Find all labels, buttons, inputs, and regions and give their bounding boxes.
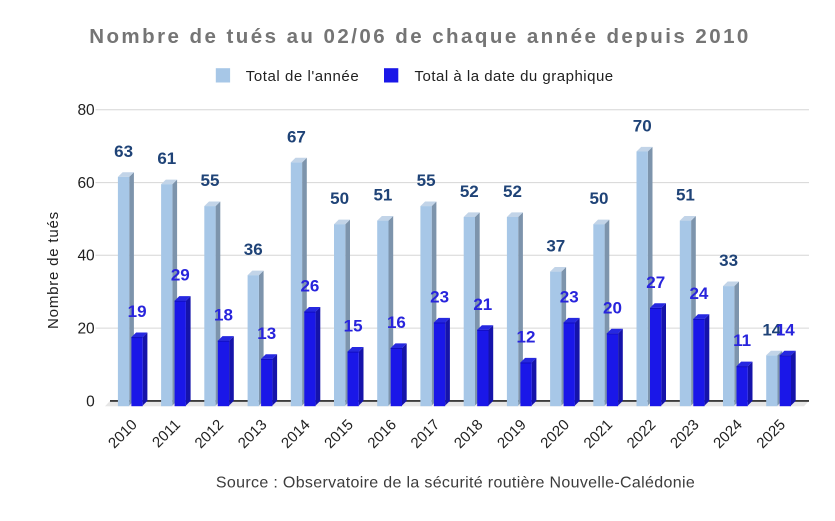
- svg-text:15: 15: [344, 317, 363, 336]
- svg-text:52: 52: [460, 182, 479, 201]
- svg-text:0: 0: [86, 393, 95, 410]
- svg-text:18: 18: [214, 306, 233, 325]
- svg-text:80: 80: [77, 102, 95, 119]
- svg-text:Nombre de tués: Nombre de tués: [45, 211, 62, 329]
- svg-text:24: 24: [689, 284, 708, 303]
- svg-text:37: 37: [546, 237, 565, 256]
- svg-text:36: 36: [244, 240, 263, 259]
- svg-text:21: 21: [473, 295, 492, 314]
- svg-text:61: 61: [157, 149, 176, 168]
- svg-text:19: 19: [128, 302, 147, 321]
- svg-text:23: 23: [430, 288, 449, 307]
- svg-text:Total à la date du graphique: Total à la date du graphique: [415, 68, 614, 85]
- svg-text:23: 23: [560, 288, 579, 307]
- svg-text:16: 16: [387, 313, 406, 332]
- svg-text:50: 50: [590, 189, 609, 208]
- svg-text:Source : Observatoire de la sé: Source : Observatoire de la sécurité rou…: [216, 475, 695, 492]
- svg-text:12: 12: [517, 328, 536, 347]
- svg-text:27: 27: [646, 273, 665, 292]
- svg-text:Total de l'année: Total de l'année: [246, 68, 359, 85]
- svg-text:14: 14: [762, 320, 781, 339]
- svg-text:33: 33: [719, 251, 738, 270]
- svg-text:20: 20: [77, 321, 95, 338]
- svg-text:40: 40: [77, 248, 95, 265]
- svg-text:52: 52: [503, 182, 522, 201]
- svg-text:50: 50: [330, 189, 349, 208]
- svg-text:13: 13: [257, 324, 276, 343]
- svg-text:51: 51: [676, 186, 695, 205]
- svg-text:14: 14: [776, 320, 795, 339]
- svg-text:26: 26: [300, 277, 319, 296]
- svg-text:Nombre de tués au 02/06 de cha: Nombre de tués au 02/06 de chaque année …: [89, 25, 751, 48]
- svg-text:51: 51: [373, 186, 392, 205]
- svg-text:55: 55: [417, 171, 436, 190]
- svg-text:55: 55: [201, 171, 220, 190]
- svg-text:11: 11: [733, 331, 751, 350]
- svg-text:67: 67: [287, 127, 306, 146]
- svg-text:20: 20: [603, 298, 622, 317]
- svg-text:70: 70: [633, 117, 652, 136]
- svg-text:60: 60: [77, 175, 95, 192]
- svg-text:63: 63: [114, 142, 133, 161]
- svg-text:29: 29: [171, 266, 190, 285]
